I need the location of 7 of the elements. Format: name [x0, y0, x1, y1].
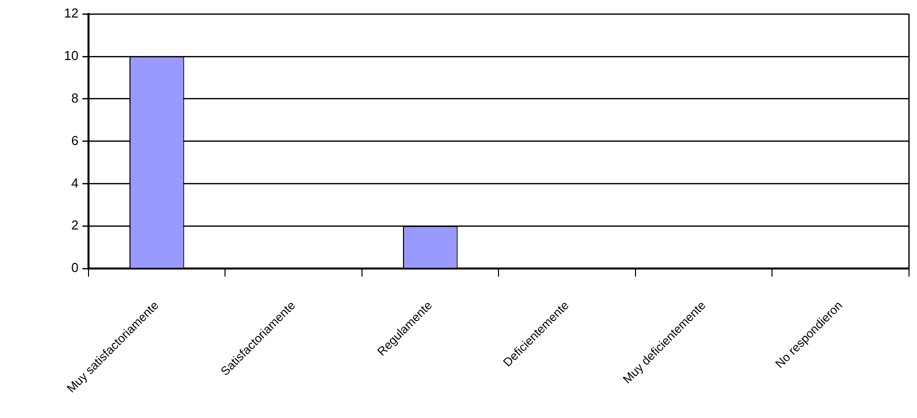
y-tick-label: 10: [64, 48, 78, 64]
y-tick-label: 12: [64, 6, 78, 21]
y-tick-label: 4: [71, 175, 78, 190]
y-tick-label: 2: [71, 218, 78, 233]
y-tick-label: 8: [71, 90, 78, 106]
y-tick-label: 6: [71, 132, 78, 148]
y-tick-label: 0: [71, 260, 78, 276]
